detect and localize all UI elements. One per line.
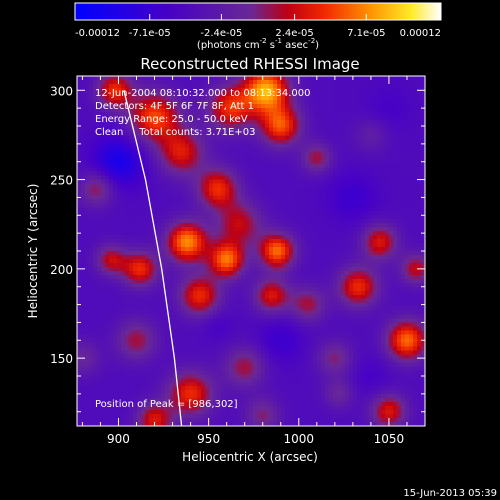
colorbar-tick-label: -7.1e-05 (129, 28, 171, 39)
colorbar-tick-label: -2.4e-05 (200, 28, 242, 39)
colorbar-tick-label: 0.00012 (400, 28, 441, 39)
y-tick-label: 300 (50, 84, 73, 98)
colorbar: -0.00012 -7.1e-05 -2.4e-05 2.4e-05 7.1e-05 0.… (74, 2, 442, 51)
x-axis-label: Heliocentric X (arcsec) (182, 450, 318, 464)
x-tick-label: 950 (197, 432, 220, 446)
annotation-time-range: 12-Jun-2004 08:10:32.000 to 08:13:34.000 (95, 88, 311, 99)
observation-info: 12-Jun-2004 08:10:32.000 to 08:13:34.000… (95, 88, 311, 138)
solar-limb-line (123, 90, 183, 426)
peak-position-label: Position of Peak = [986,302] (95, 399, 238, 410)
x-tick-label: 1050 (374, 432, 405, 446)
x-tick-label: 1000 (284, 432, 315, 446)
colorbar-frame (74, 2, 442, 21)
chart-title: Reconstructed RHESSI Image (140, 55, 359, 73)
y-tick-label: 200 (50, 263, 73, 277)
annotation-energy-range: Energy Range: 25.0 - 50.0 keV (95, 114, 248, 125)
colorbar-tick-label: 7.1e-05 (347, 28, 385, 39)
x-tick-label: 900 (107, 432, 130, 446)
annotation-detectors: Detectors: 4F 5F 6F 7F 8F, Att 1 (95, 101, 254, 112)
y-tick-label: 250 (50, 174, 73, 188)
colorbar-unit-label: (photons cm-2 s-1 asec-2) (197, 37, 319, 51)
y-axis-label: Heliocentric Y (arcsec) (26, 184, 40, 319)
y-tick-label: 150 (50, 352, 73, 366)
colorbar-tick-label: -0.00012 (75, 28, 120, 39)
colorbar-tick-label: 2.4e-05 (275, 28, 313, 39)
footer-timestamp: 15-Jun-2013 05:39 (403, 488, 497, 499)
colorbar-gradient (75, 3, 441, 20)
annotation-clean-counts: Clean Total counts: 3.71E+03 (95, 127, 255, 138)
